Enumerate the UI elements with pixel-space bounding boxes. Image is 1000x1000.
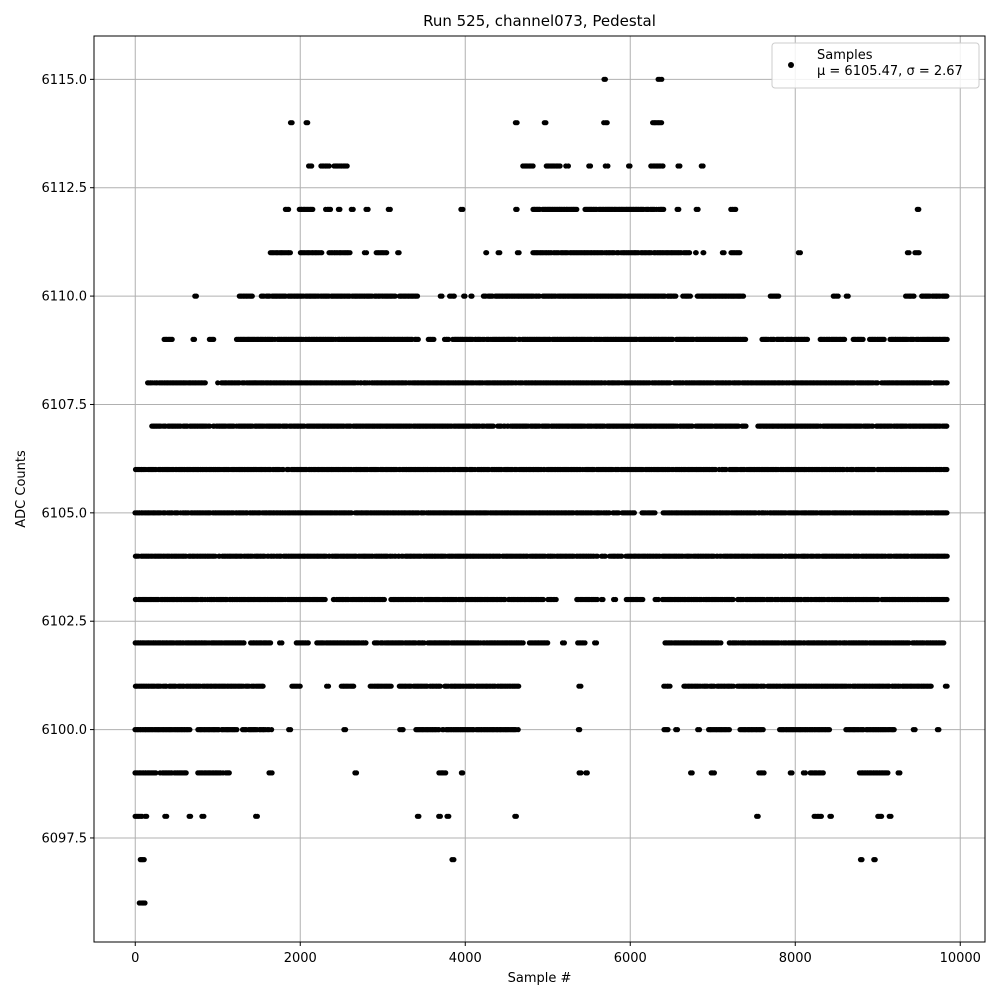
sample-point [944,423,950,429]
sample-point [279,640,285,646]
sample-point [142,900,148,906]
data-points [132,76,950,906]
sample-point [593,640,600,646]
sample-point [260,683,266,689]
sample-point [820,770,826,776]
sample-point [268,640,274,646]
sample-point [761,770,767,776]
sample-point [400,727,406,733]
sample-point [667,683,673,689]
sample-point [516,683,522,689]
sample-point [363,640,369,646]
sample-point [760,727,766,733]
sample-point [353,770,360,776]
sample-point [743,423,749,429]
sample-point [540,596,547,603]
sample-point [789,770,795,776]
sample-point [891,727,897,733]
sample-point [912,727,918,733]
sample-point [711,770,718,776]
sample-point [144,813,150,819]
sample-point [553,596,559,603]
sample-point [582,640,588,646]
sample-point [578,770,584,776]
sample-point [269,727,275,733]
sample-point [520,640,526,646]
sample-point [561,640,568,646]
sample-point [859,857,865,863]
chart-title: Run 525, channel073, Pedestal [423,12,656,30]
sample-point [234,727,240,733]
sample-point [689,770,695,776]
sample-point [818,813,825,819]
sample-point [944,510,950,516]
sample-point [381,596,387,603]
sample-point [437,683,443,689]
sample-point [188,813,194,819]
sample-point [897,770,903,776]
sample-point [416,813,422,819]
sample-point [451,857,457,863]
sample-point [826,727,833,733]
sample-point [802,770,809,776]
sample-point [515,727,521,733]
sample-point [731,683,737,689]
sample-point [730,596,736,603]
sample-point [936,727,942,733]
sample-point [755,813,761,819]
sample-point [726,727,733,733]
sample-point [665,727,671,733]
sample-point [305,640,311,646]
sample-point [388,683,394,689]
sample-point [164,813,170,819]
sample-point [578,683,584,689]
sample-point [343,727,349,733]
sample-point [696,727,703,733]
sample-point [288,727,294,733]
sample-point [187,727,193,733]
sample-point [437,813,443,819]
sample-point [202,380,208,386]
sample-point [944,553,950,559]
sample-point [269,770,275,776]
sample-point [674,727,681,733]
sample-point [297,683,303,689]
sample-point [443,770,449,776]
sample-point [577,727,583,733]
sample-point [652,510,658,516]
sample-point [828,813,835,819]
sample-point [944,466,950,473]
sample-point [631,510,638,516]
sample-point [141,857,147,863]
sample-point [718,640,724,646]
sample-point [201,813,207,819]
sample-point [322,596,328,603]
sample-point [879,813,885,819]
sample-point [421,640,427,646]
sample-point [351,683,357,689]
sample-point [640,596,646,603]
sample-point [600,596,606,603]
sample-point [944,596,950,603]
sample-point [941,640,947,646]
sample-point [254,813,260,819]
sample-point [872,857,878,863]
sample-point [226,770,232,776]
sample-point [885,770,891,776]
sample-point [460,770,466,776]
sample-point [584,770,590,776]
sample-point [613,596,619,603]
sample-point [325,683,332,689]
sample-point [513,813,520,819]
sample-point [183,770,189,776]
sample-point [241,640,247,646]
sample-point [944,683,950,689]
sample-point [888,813,894,819]
sample-point [446,813,452,819]
sample-point [545,640,551,646]
sample-point [153,770,159,776]
sample-point [928,683,934,689]
